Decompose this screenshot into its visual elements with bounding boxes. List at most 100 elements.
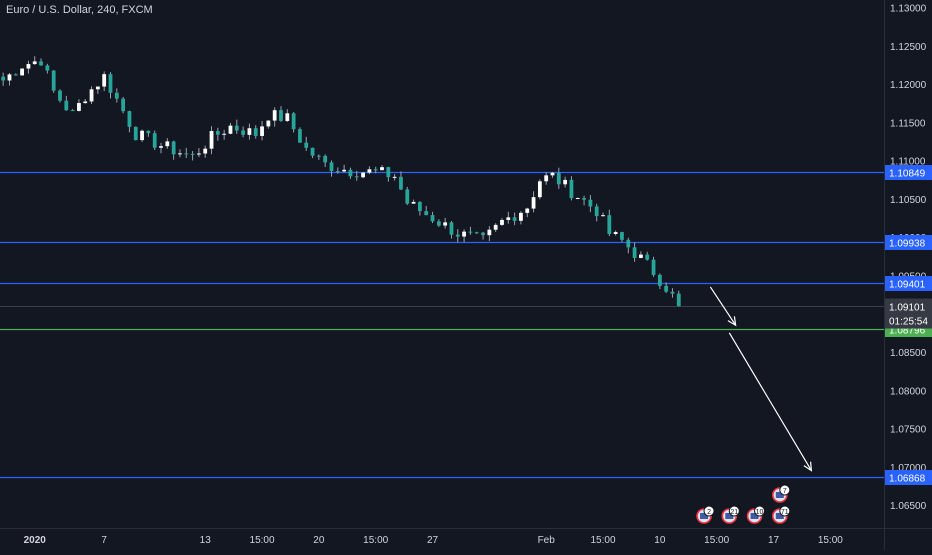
bearish-candle (146, 130, 151, 134)
bullish-candle (575, 198, 580, 200)
bullish-candle (266, 120, 271, 127)
bearish-candle (468, 231, 473, 233)
projection-arrow-line[interactable] (728, 332, 812, 471)
bearish-candle (234, 125, 239, 131)
bearish-candle (449, 222, 454, 235)
bullish-candle (178, 153, 182, 155)
bearish-candle (45, 65, 50, 71)
bullish-candle (531, 197, 536, 209)
bearish-candle (335, 171, 340, 173)
bearish-candle (556, 172, 561, 185)
bearish-candle (373, 169, 378, 171)
current-price-badge (885, 298, 932, 329)
bearish-candle (190, 153, 195, 155)
bullish-candle (411, 201, 416, 204)
y-tick-label: 1.06500 (890, 501, 927, 512)
bullish-candle (544, 175, 549, 182)
bearish-candle (241, 130, 245, 135)
x-tick-label: 20 (313, 535, 325, 546)
projection-arrow-line[interactable] (709, 286, 737, 326)
bearish-candle (114, 92, 119, 99)
bearish-candle (399, 176, 403, 190)
bearish-candle (664, 285, 669, 292)
bearish-candle (64, 100, 69, 111)
bearish-candle (348, 169, 353, 177)
bearish-candle (39, 61, 43, 66)
x-tick-label: 13 (200, 535, 212, 546)
event-count-bubble (779, 484, 791, 496)
bearish-candle (215, 131, 220, 135)
y-tick-label: 1.07500 (890, 425, 927, 436)
bearish-candle (184, 153, 189, 155)
bullish-candle (613, 232, 618, 234)
bearish-candle (329, 162, 334, 172)
event-count-bubble (779, 505, 791, 517)
event-count-label: 10 (756, 509, 764, 516)
bearish-candle (386, 167, 391, 178)
bullish-candle (197, 153, 201, 155)
bullish-candle (462, 231, 466, 237)
level-price-label: 1.08796 (889, 326, 926, 337)
bullish-candle (272, 110, 277, 121)
x-tick-label: 27 (427, 535, 439, 546)
bullish-candle (506, 217, 511, 220)
event-count-label: 71 (781, 509, 789, 516)
x-tick-label: 15:00 (590, 535, 615, 546)
bearish-candle (354, 176, 359, 178)
level-price-badge (885, 470, 932, 485)
event-count-bubble (728, 505, 740, 517)
y-tick-label: 1.13000 (890, 4, 927, 15)
x-tick-label: 7 (101, 535, 107, 546)
bullish-candle (89, 89, 94, 102)
level-price-label: 1.10849 (889, 169, 926, 180)
event-count-label: 2 (707, 509, 711, 516)
bullish-candle (525, 208, 530, 213)
flag-emblem-icon (700, 513, 709, 519)
bullish-candle (601, 215, 605, 217)
bearish-candle (171, 141, 176, 155)
y-tick-label: 1.08500 (890, 348, 927, 359)
x-tick-label: 10 (654, 535, 666, 546)
flag-emblem-icon (725, 513, 734, 519)
bullish-candle (537, 181, 542, 198)
bearish-candle (588, 199, 593, 207)
bullish-candle (285, 113, 290, 121)
bearish-candle (620, 232, 624, 240)
bullish-candle (367, 169, 372, 173)
bullish-candle (247, 128, 252, 135)
bullish-candle (493, 224, 498, 230)
bearish-candle (58, 90, 62, 101)
bullish-candle (260, 126, 264, 136)
bearish-candle (310, 147, 315, 156)
bullish-candle (392, 176, 397, 178)
bullish-candle (342, 169, 347, 172)
bearish-candle (424, 211, 429, 216)
bar-countdown-label: 01:25:54 (889, 317, 928, 328)
bearish-candle (279, 110, 283, 121)
bearish-candle (51, 70, 56, 91)
bearish-candle (127, 111, 132, 127)
y-tick-label: 1.08000 (890, 386, 927, 397)
level-price-badge (885, 235, 932, 250)
bearish-candle (670, 291, 675, 294)
bearish-candle (418, 201, 422, 212)
bullish-candle (487, 229, 492, 236)
level-price-label: 1.09401 (889, 280, 926, 291)
x-tick-label: 2020 (24, 535, 47, 546)
bullish-candle (102, 74, 107, 87)
event-count-label: 7 (783, 488, 787, 495)
bullish-candle (7, 74, 12, 81)
bearish-candle (657, 274, 662, 286)
x-tick-label: 15:00 (363, 535, 388, 546)
bearish-candle (253, 128, 258, 136)
symbol-title: Euro / U.S. Dollar, 240, FXCM (6, 4, 153, 16)
bearish-candle (632, 247, 637, 258)
bearish-candle (569, 179, 574, 199)
y-tick-label: 1.11000 (890, 157, 926, 168)
projection-arrowhead (803, 461, 813, 472)
current-price-label: 1.09101 (889, 303, 926, 314)
bearish-candle (13, 74, 18, 76)
bullish-candle (32, 61, 37, 65)
